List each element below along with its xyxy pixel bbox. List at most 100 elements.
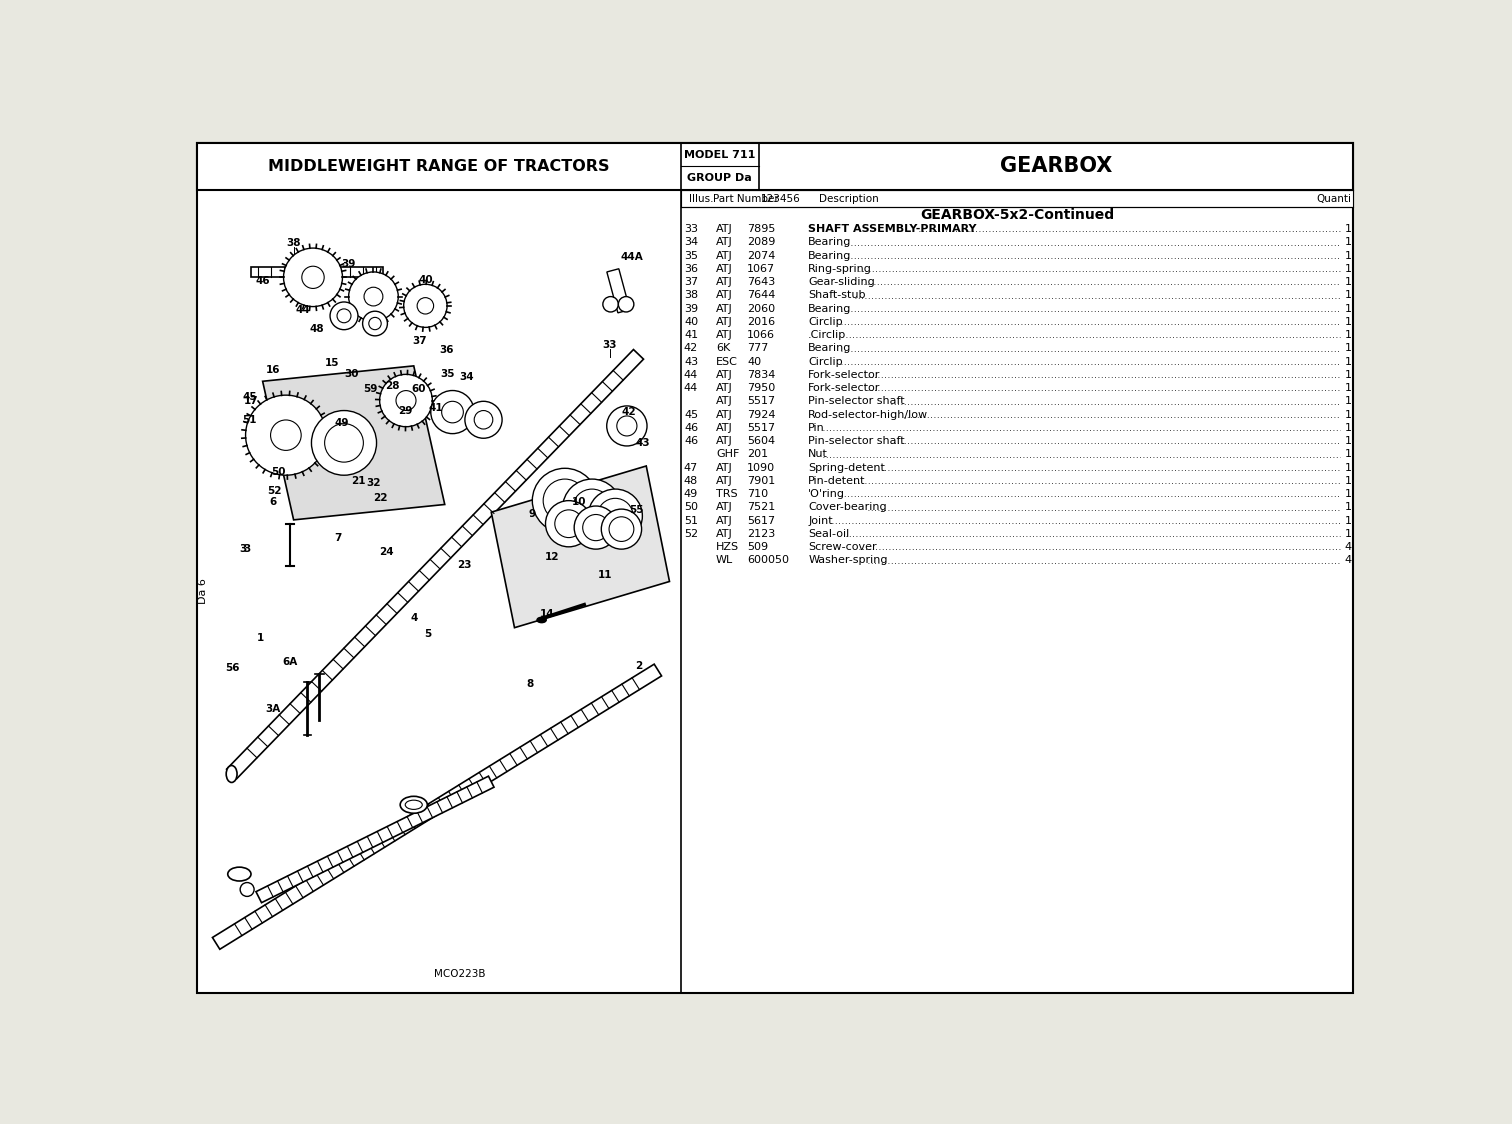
Text: 12: 12: [544, 552, 559, 562]
Text: 5517: 5517: [747, 397, 776, 407]
Text: 35: 35: [440, 369, 455, 379]
Circle shape: [349, 272, 398, 321]
Text: 40: 40: [683, 317, 699, 327]
Text: 6A: 6A: [283, 658, 298, 668]
Text: 7834: 7834: [747, 370, 776, 380]
Text: 2123: 2123: [747, 528, 776, 538]
Text: 1: 1: [1344, 423, 1352, 433]
Text: 46: 46: [683, 423, 699, 433]
Circle shape: [325, 424, 363, 462]
Text: 37: 37: [683, 278, 699, 287]
Text: 1: 1: [1344, 290, 1352, 300]
Circle shape: [475, 410, 493, 429]
Text: 2060: 2060: [747, 303, 776, 314]
Polygon shape: [263, 366, 445, 520]
Text: Circlip: Circlip: [809, 356, 842, 366]
Polygon shape: [251, 268, 383, 277]
Text: Seal-oil: Seal-oil: [809, 528, 850, 538]
Text: .Circlip: .Circlip: [809, 330, 847, 341]
Circle shape: [271, 420, 301, 451]
Circle shape: [396, 390, 416, 410]
Polygon shape: [491, 466, 670, 627]
Text: 36: 36: [438, 345, 454, 355]
Text: 48: 48: [683, 475, 699, 486]
Text: GEARBOX: GEARBOX: [999, 156, 1111, 176]
Text: 41: 41: [428, 404, 443, 414]
Text: 28: 28: [386, 381, 401, 391]
Text: 1: 1: [1344, 450, 1352, 460]
Polygon shape: [227, 350, 644, 779]
Text: 1090: 1090: [747, 463, 776, 472]
Text: 600050: 600050: [747, 555, 789, 565]
Text: 8: 8: [526, 679, 534, 689]
Circle shape: [546, 500, 593, 547]
Text: 44: 44: [683, 383, 699, 393]
Text: 1: 1: [1344, 528, 1352, 538]
Text: 45: 45: [683, 409, 699, 419]
Text: ESC: ESC: [717, 356, 738, 366]
Text: WL: WL: [717, 555, 733, 565]
Text: 29: 29: [398, 406, 413, 416]
Text: 48: 48: [310, 324, 324, 334]
Text: 'O'ring: 'O'ring: [809, 489, 845, 499]
Circle shape: [363, 311, 387, 336]
Ellipse shape: [537, 617, 546, 623]
Circle shape: [603, 297, 618, 312]
Text: GEARBOX-5x2-Continued: GEARBOX-5x2-Continued: [919, 208, 1114, 221]
Text: Ring-spring: Ring-spring: [809, 264, 872, 274]
Circle shape: [380, 374, 432, 427]
Text: Description: Description: [820, 193, 878, 203]
Circle shape: [337, 309, 351, 323]
Text: ATJ: ATJ: [717, 370, 733, 380]
Text: 1: 1: [1344, 409, 1352, 419]
Circle shape: [588, 489, 643, 543]
Text: 1: 1: [1344, 251, 1352, 261]
Text: 7643: 7643: [747, 278, 776, 287]
Circle shape: [417, 298, 434, 314]
Text: 1: 1: [1344, 383, 1352, 393]
Text: ATJ: ATJ: [717, 330, 733, 341]
Text: 7901: 7901: [747, 475, 776, 486]
Text: ATJ: ATJ: [717, 409, 733, 419]
Text: 5: 5: [423, 628, 431, 638]
Text: 1: 1: [1344, 317, 1352, 327]
Text: 1: 1: [1344, 356, 1352, 366]
Text: ATJ: ATJ: [717, 502, 733, 513]
Ellipse shape: [401, 796, 428, 814]
Text: Illus.: Illus.: [689, 193, 714, 203]
Text: 50: 50: [271, 468, 286, 478]
Text: 44: 44: [295, 306, 310, 316]
Text: 43: 43: [683, 356, 699, 366]
Text: 3A: 3A: [265, 704, 280, 714]
Text: 4: 4: [1344, 542, 1352, 552]
Text: 14: 14: [540, 609, 555, 619]
Text: 9: 9: [529, 509, 535, 519]
Text: 1: 1: [1344, 237, 1352, 247]
Text: 33: 33: [603, 341, 617, 350]
Circle shape: [617, 416, 637, 436]
Text: 4: 4: [1344, 555, 1352, 565]
Text: GROUP Da: GROUP Da: [688, 173, 753, 182]
Text: Fork-selector: Fork-selector: [809, 370, 880, 380]
Circle shape: [618, 297, 634, 312]
Text: 1: 1: [1344, 516, 1352, 526]
Text: Nut: Nut: [809, 450, 829, 460]
Circle shape: [311, 410, 376, 475]
Text: 56: 56: [225, 663, 239, 673]
Circle shape: [442, 401, 463, 423]
Text: Bearing: Bearing: [809, 237, 851, 247]
Text: TRS: TRS: [717, 489, 738, 499]
Text: 44A: 44A: [621, 252, 644, 262]
Text: 38: 38: [683, 290, 699, 300]
Text: 37: 37: [411, 336, 426, 346]
Circle shape: [431, 390, 475, 434]
Text: ATJ: ATJ: [717, 303, 733, 314]
Circle shape: [562, 479, 621, 537]
Text: 52: 52: [683, 528, 699, 538]
Text: ATJ: ATJ: [717, 397, 733, 407]
Text: ATJ: ATJ: [717, 237, 733, 247]
Text: 10: 10: [572, 497, 587, 507]
Text: ATJ: ATJ: [717, 475, 733, 486]
Text: Rod-selector-high/low: Rod-selector-high/low: [809, 409, 928, 419]
Text: 42: 42: [683, 344, 699, 353]
